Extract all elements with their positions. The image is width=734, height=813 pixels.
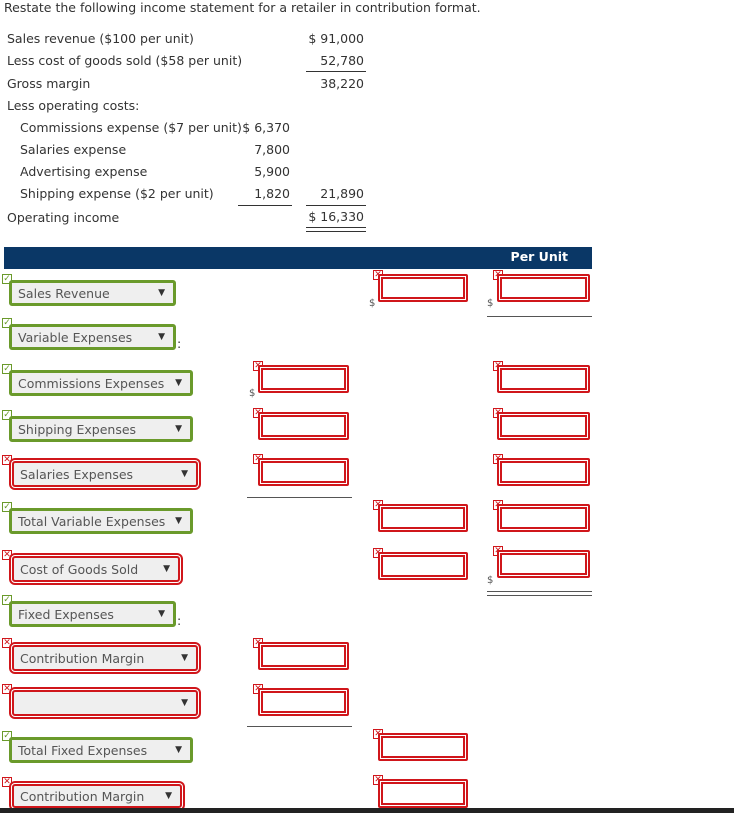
underline — [238, 205, 292, 206]
caret-down-icon: ▼ — [181, 469, 188, 479]
dropdown-value: Cost of Goods Sold — [20, 561, 139, 577]
dollar-sign: $ — [369, 298, 376, 309]
line-item-dropdown[interactable]: Commissions Expenses ▼ — [9, 370, 193, 396]
line-item-dropdown[interactable]: Salaries Expenses ▼ — [12, 461, 198, 487]
caret-down-icon: ▼ — [181, 653, 188, 663]
colon: : — [177, 336, 182, 351]
per-unit-input[interactable] — [497, 412, 590, 440]
caret-down-icon: ▼ — [175, 378, 182, 388]
amount-input[interactable] — [378, 274, 468, 302]
check-icon: ✓ — [2, 410, 12, 420]
dropdown-value: Total Variable Expenses — [18, 513, 166, 529]
line-item-dropdown[interactable]: Cost of Goods Sold ▼ — [12, 556, 180, 582]
check-icon: ✓ — [2, 274, 12, 284]
per-unit-header: Per Unit — [510, 249, 568, 264]
check-icon: ✓ — [2, 502, 12, 512]
caret-down-icon: ▼ — [165, 791, 172, 801]
caret-down-icon: ▼ — [175, 745, 182, 755]
stmt-value: $ 6,370 — [242, 120, 290, 135]
double-underline — [306, 227, 366, 232]
per-unit-input[interactable] — [497, 550, 590, 578]
caret-down-icon: ▼ — [163, 564, 170, 574]
stmt-value: 1,820 — [254, 186, 290, 201]
answer-header-band: Per Unit — [4, 247, 592, 269]
check-icon: ✓ — [2, 364, 12, 374]
dropdown-value: Total Fixed Expenses — [18, 742, 148, 758]
per-unit-input[interactable] — [497, 274, 590, 302]
stmt-value: 38,220 — [320, 76, 364, 91]
underline — [487, 316, 592, 317]
x-icon: ✕ — [2, 638, 12, 648]
line-item-dropdown[interactable]: Contribution Margin ▼ — [12, 784, 182, 808]
dropdown-value: Contribution Margin — [20, 650, 145, 666]
underline — [306, 71, 366, 72]
amount-input[interactable] — [378, 552, 468, 580]
dropdown-value: Salaries Expenses — [20, 466, 134, 482]
line-item-dropdown[interactable]: Variable Expenses ▼ — [9, 324, 176, 350]
per-unit-input[interactable] — [497, 504, 590, 532]
amount-input[interactable] — [258, 458, 349, 486]
dollar-sign: $ — [249, 388, 256, 399]
x-icon: ✕ — [2, 550, 12, 560]
instructions: Restate the following income statement f… — [4, 0, 481, 15]
underline — [247, 497, 352, 498]
x-icon: ✕ — [2, 777, 12, 787]
line-item-dropdown[interactable]: Fixed Expenses ▼ — [9, 601, 176, 627]
line-item-dropdown[interactable]: Total Fixed Expenses ▼ — [9, 737, 193, 763]
stmt-label: Sales revenue ($100 per unit) — [7, 31, 194, 46]
per-unit-input[interactable] — [497, 458, 590, 486]
line-item-dropdown[interactable]: Sales Revenue ▼ — [9, 280, 176, 306]
caret-down-icon: ▼ — [158, 332, 165, 342]
stmt-label: Operating income — [7, 210, 120, 225]
dropdown-value: Commissions Expenses — [18, 375, 165, 391]
amount-input[interactable] — [258, 412, 349, 440]
stmt-value: $ 91,000 — [308, 31, 364, 46]
per-unit-input[interactable] — [497, 365, 590, 393]
stmt-value: 52,780 — [320, 53, 364, 68]
x-icon: ✕ — [2, 455, 12, 465]
amount-input[interactable] — [378, 733, 468, 761]
amount-input[interactable] — [258, 642, 349, 670]
stmt-label: Gross margin — [7, 76, 91, 91]
dropdown-value: Sales Revenue — [18, 285, 110, 301]
caret-down-icon: ▼ — [181, 698, 188, 708]
colon: : — [177, 613, 182, 628]
double-underline — [487, 591, 592, 596]
dropdown-value: Contribution Margin — [20, 788, 145, 804]
dropdown-value: Fixed Expenses — [18, 606, 114, 622]
amount-input[interactable] — [258, 688, 349, 716]
dollar-sign: $ — [487, 575, 494, 586]
dropdown-value: Shipping Expenses — [18, 421, 137, 437]
x-icon: ✕ — [2, 684, 12, 694]
caret-down-icon: ▼ — [158, 288, 165, 298]
check-icon: ✓ — [2, 731, 12, 741]
stmt-label: Less cost of goods sold ($58 per unit) — [7, 53, 243, 68]
amount-input[interactable] — [378, 504, 468, 532]
caret-down-icon: ▼ — [175, 424, 182, 434]
stmt-label: Commissions expense ($7 per unit) — [20, 120, 242, 135]
stmt-value: 21,890 — [320, 186, 364, 201]
stmt-value: $ 16,330 — [308, 209, 364, 224]
underline — [247, 726, 352, 727]
amount-input[interactable] — [378, 779, 468, 808]
check-icon: ✓ — [2, 318, 12, 328]
caret-down-icon: ▼ — [158, 609, 165, 619]
line-item-dropdown[interactable]: Contribution Margin ▼ — [12, 645, 198, 671]
window-bottom-edge — [0, 808, 734, 813]
stmt-label: Salaries expense — [20, 142, 127, 157]
stmt-label: Less operating costs: — [7, 98, 140, 113]
line-item-dropdown[interactable]: Shipping Expenses ▼ — [9, 416, 193, 442]
stmt-label: Advertising expense — [20, 164, 148, 179]
dropdown-value: Variable Expenses — [18, 329, 133, 345]
check-icon: ✓ — [2, 595, 12, 605]
stmt-label: Shipping expense ($2 per unit) — [20, 186, 214, 201]
line-item-dropdown[interactable]: Total Variable Expenses ▼ — [9, 508, 193, 534]
stmt-value: 7,800 — [254, 142, 290, 157]
dollar-sign: $ — [487, 298, 494, 309]
line-item-dropdown[interactable]: ▼ — [12, 690, 198, 716]
underline — [306, 205, 366, 206]
caret-down-icon: ▼ — [175, 516, 182, 526]
amount-input[interactable] — [258, 365, 349, 393]
stmt-value: 5,900 — [254, 164, 290, 179]
